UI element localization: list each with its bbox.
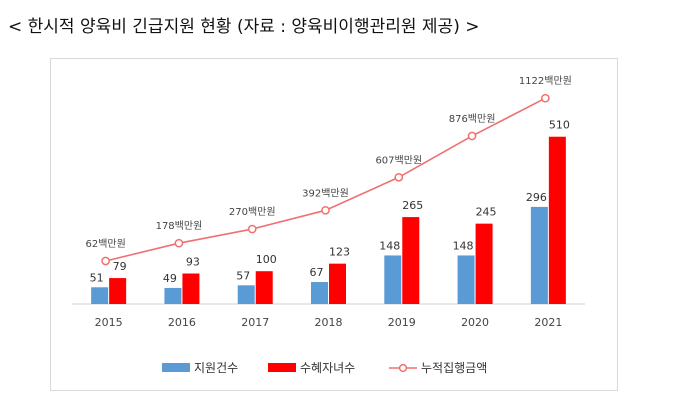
legend-label-cumulative-amount: 누적집행금액 xyxy=(421,360,487,375)
bar-children-count-2020 xyxy=(475,223,493,304)
bar-children-count-2017 xyxy=(255,271,273,304)
label-support-count-2020: 148 xyxy=(453,239,474,252)
point-cumulative-amount-2016 xyxy=(174,238,184,248)
label-cumulative-amount-2021: 1122백만원 xyxy=(519,75,572,87)
bar-support-count-2017 xyxy=(237,285,255,304)
label-support-count-2015: 51 xyxy=(90,271,104,284)
point-cumulative-amount-2021 xyxy=(541,93,550,103)
label-support-count-2019: 148 xyxy=(379,239,400,252)
label-children-count-2020: 245 xyxy=(476,206,497,219)
chart-title: < 한시적 양육비 긴급지원 현황 (자료 : 양육비이행관리원 제공) > xyxy=(8,17,480,37)
label-cumulative-amount-2018: 392백만원 xyxy=(302,187,349,199)
point-cumulative-amount-2017 xyxy=(247,224,257,234)
label-children-count-2015: 79 xyxy=(113,260,127,273)
label-cumulative-amount-2020: 876백만원 xyxy=(449,113,496,125)
point-cumulative-amount-2015 xyxy=(101,256,110,266)
legend-swatch-children-count xyxy=(268,363,296,372)
label-children-count-2021: 510 xyxy=(549,119,570,132)
legend-label-support-count: 지원건수 xyxy=(194,361,238,375)
bar-support-count-2020 xyxy=(457,255,475,304)
x-tick-2018: 2018 xyxy=(315,316,343,329)
bar-children-count-2021 xyxy=(548,136,566,304)
label-children-count-2016: 93 xyxy=(186,255,200,268)
bar-support-count-2018 xyxy=(311,282,328,304)
bar-support-count-2019 xyxy=(384,255,402,304)
x-tick-2015: 2015 xyxy=(95,316,123,329)
point-cumulative-amount-2018 xyxy=(321,205,330,215)
point-cumulative-amount-2020 xyxy=(467,131,477,141)
x-tick-2016: 2016 xyxy=(168,316,196,329)
label-children-count-2017: 100 xyxy=(256,253,277,266)
bar-support-count-2016 xyxy=(164,287,182,304)
label-cumulative-amount-2017: 270백만원 xyxy=(229,206,276,218)
label-children-count-2018: 123 xyxy=(329,246,350,259)
label-cumulative-amount-2016: 178백만원 xyxy=(156,220,203,232)
label-children-count-2019: 265 xyxy=(402,199,423,212)
label-cumulative-amount-2015: 62백만원 xyxy=(85,238,125,250)
label-support-count-2016: 49 xyxy=(163,272,177,285)
bar-children-count-2015 xyxy=(109,278,127,304)
label-cumulative-amount-2019: 607백만원 xyxy=(375,154,422,166)
chart-frame xyxy=(50,58,618,391)
x-tick-2021: 2021 xyxy=(534,316,562,329)
label-support-count-2017: 57 xyxy=(236,269,250,282)
label-support-count-2021: 296 xyxy=(526,191,547,204)
x-tick-2019: 2019 xyxy=(388,316,416,329)
label-support-count-2018: 67 xyxy=(310,266,324,279)
x-tick-2017: 2017 xyxy=(241,316,269,329)
bar-children-count-2018 xyxy=(329,263,346,304)
bar-children-count-2016 xyxy=(182,273,200,304)
legend-label-children-count: 수혜자녀수 xyxy=(300,361,355,375)
bar-support-count-2015 xyxy=(91,287,109,304)
legend-swatch-support-count xyxy=(162,363,190,372)
legend: 지원건수 수혜자녀수 누적집행금액 xyxy=(162,360,487,375)
legend-marker-cumulative-amount xyxy=(398,363,408,373)
x-tick-2020: 2020 xyxy=(461,316,489,329)
bar-support-count-2021 xyxy=(530,206,548,304)
bar-children-count-2019 xyxy=(402,217,420,304)
point-cumulative-amount-2019 xyxy=(394,172,404,182)
